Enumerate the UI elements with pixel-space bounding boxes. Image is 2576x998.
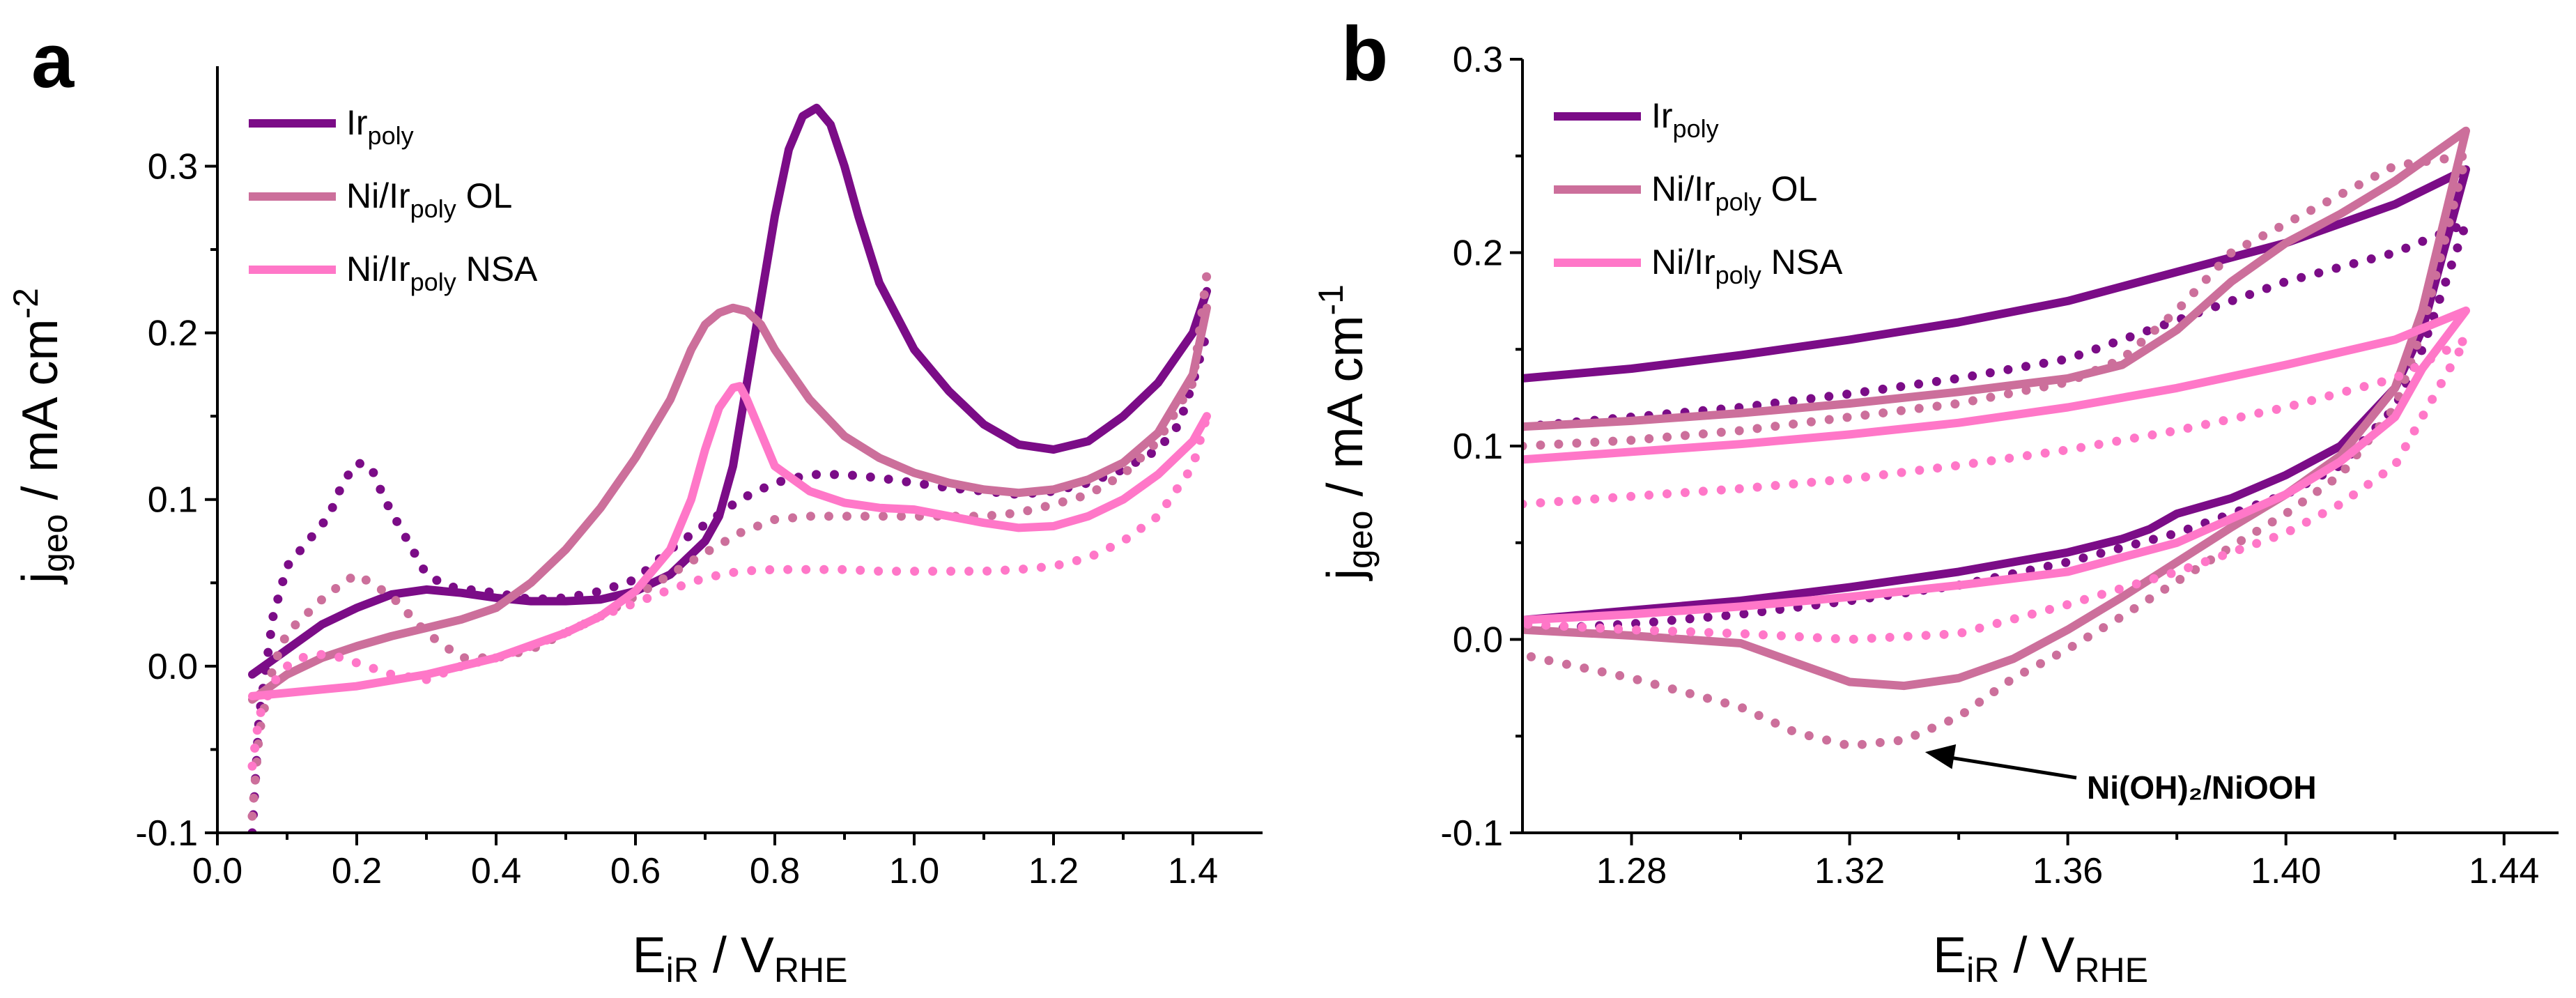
series-group bbox=[247, 103, 1212, 833]
y-tick-label: 0.0 bbox=[148, 647, 198, 687]
series-line-ir-poly-solid bbox=[248, 103, 1211, 679]
legend: Irpoly Ni/Irpoly OL Ni/Irpoly NSA bbox=[1554, 96, 1843, 289]
y-axis-title: jgeo / mA cm-2 bbox=[6, 288, 75, 585]
panel-letter: a bbox=[31, 18, 75, 104]
y-tick-label: 0.0 bbox=[1453, 620, 1503, 661]
x-tick-label: 1.0 bbox=[889, 851, 939, 891]
annotation-label: Ni(OH)₂/NiOOH bbox=[2087, 769, 2317, 806]
legend-label: Ni/Irpoly OL bbox=[1651, 169, 1817, 216]
y-tick-label: 0.3 bbox=[148, 146, 198, 187]
series-line-ir-poly-dotted bbox=[247, 328, 1212, 833]
x-axis-title: EiR / VRHE bbox=[1933, 928, 2148, 990]
x-axis-title: EiR / VRHE bbox=[633, 928, 848, 990]
x-tick-label: 0.0 bbox=[192, 851, 242, 891]
x-tick-label: 1.44 bbox=[2469, 851, 2539, 891]
x-tick-label: 1.28 bbox=[1596, 851, 1667, 891]
series-line-ni-ir-poly-ol-solid bbox=[248, 303, 1211, 704]
legend-label: Ni/Irpoly OL bbox=[346, 176, 512, 223]
y-axis-title: jgeo / mA cm-1 bbox=[1311, 284, 1380, 581]
legend-label: Irpoly bbox=[1651, 96, 1719, 143]
panel-a: a0.0 0.2 0.4 0.6 0.8 1.0 1.2 1.4-0.10.00.10.20.… bbox=[6, 18, 1263, 990]
legend-label: Ni/Irpoly NSA bbox=[1651, 243, 1843, 289]
x-tick-label: 1.40 bbox=[2251, 851, 2321, 891]
x-tick-label: 0.2 bbox=[332, 851, 382, 891]
y-tick-label: 0.2 bbox=[1453, 233, 1503, 274]
annotation-arrow-line bbox=[1937, 753, 2077, 780]
legend-label: Irpoly bbox=[346, 103, 414, 150]
series-line-ni-ir-poly-nsa-dotted bbox=[1522, 335, 2471, 644]
x-tick-label: 0.6 bbox=[610, 851, 661, 891]
annotation-arrow-head bbox=[1925, 744, 1957, 769]
y-tick-label: 0.1 bbox=[148, 480, 198, 521]
x-tick-label: 0.4 bbox=[471, 851, 521, 891]
legend-label: Ni/Irpoly NSA bbox=[346, 250, 538, 296]
series-line-ni-ir-poly-nsa-solid bbox=[1522, 306, 2470, 624]
x-tick-label: 1.2 bbox=[1028, 851, 1079, 891]
y-tick-label: -0.1 bbox=[1440, 813, 1503, 854]
series-group bbox=[1522, 126, 2471, 751]
series-line-ni-ir-poly-ol-solid bbox=[1522, 126, 2470, 691]
x-tick-label: 1.32 bbox=[1814, 851, 1885, 891]
x-tick-label: 1.36 bbox=[2033, 851, 2103, 891]
series-line-ni-ir-poly-nsa-dotted bbox=[247, 411, 1212, 771]
y-tick-label: -0.1 bbox=[135, 813, 198, 854]
legend: Irpoly Ni/Irpoly OL Ni/Irpoly NSA bbox=[249, 103, 538, 296]
series-line-ni-ir-poly-ol-dotted bbox=[247, 270, 1212, 821]
x-tick-label: 0.8 bbox=[750, 851, 800, 891]
x-tick-label: 1.4 bbox=[1168, 851, 1218, 891]
y-tick-label: 0.2 bbox=[148, 314, 198, 354]
panel-b: b 1.28 1.32 1.36 1.40 1.44 -0.1 0.0 0.1 0.2 0.3 EiR… bbox=[1311, 11, 2559, 990]
y-tick-label: 0.3 bbox=[1453, 40, 1503, 80]
panel-letter: b bbox=[1341, 11, 1388, 97]
y-tick-label: 0.1 bbox=[1453, 427, 1503, 467]
